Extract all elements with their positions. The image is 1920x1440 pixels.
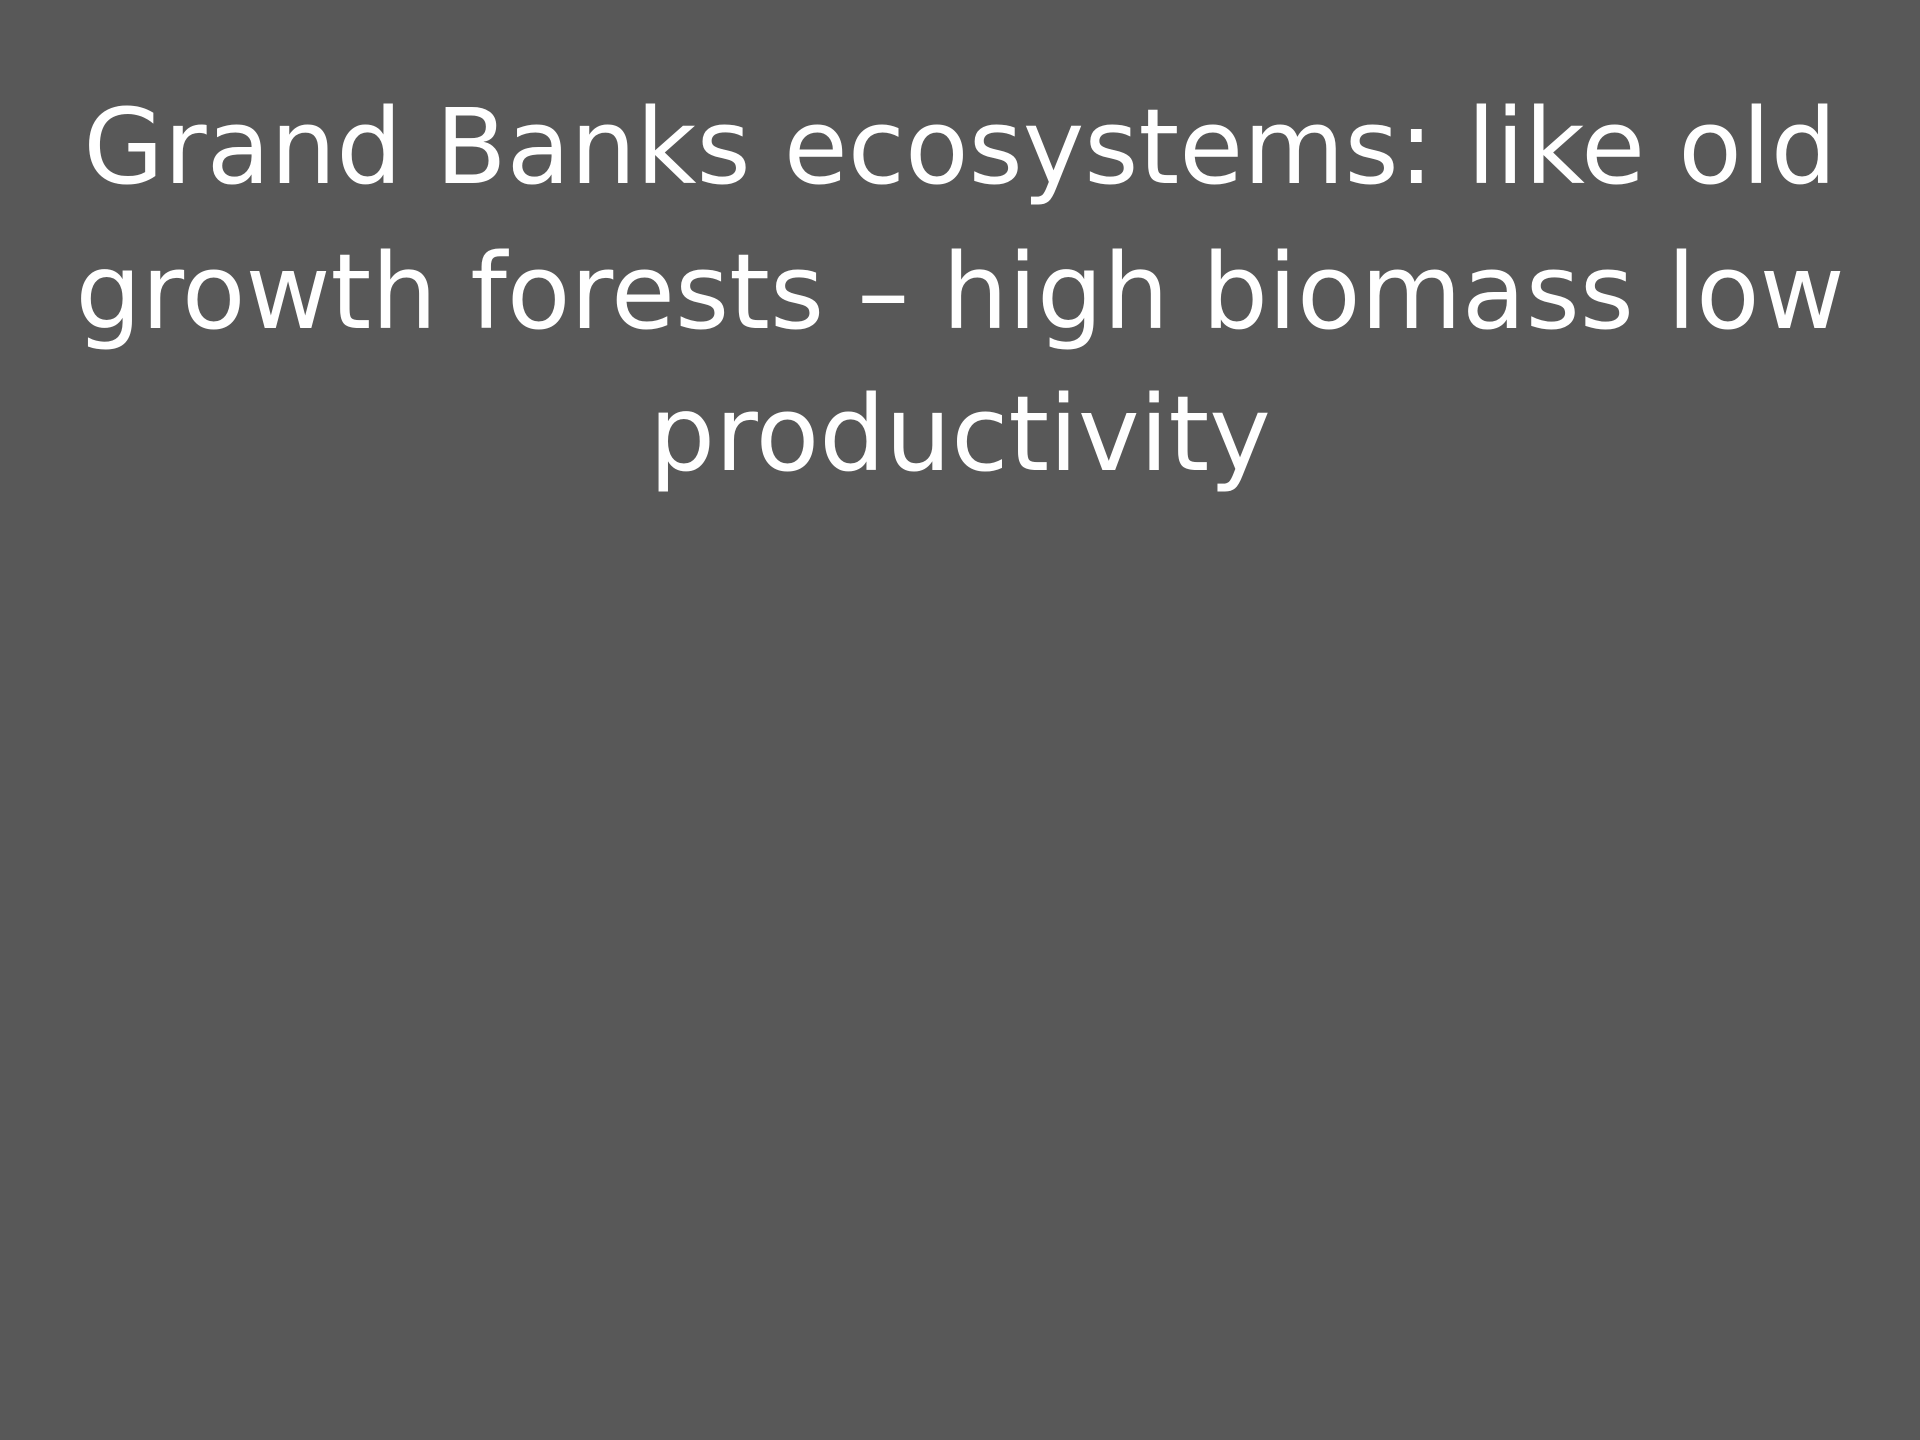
title: Grand Banks ecosystems: like old growth f… — [75, 86, 1844, 495]
title-line: productivity — [649, 373, 1271, 495]
title-line: growth forests – high biomass low — [75, 231, 1844, 353]
title-line: Grand Banks ecosystems: like old — [83, 86, 1836, 208]
